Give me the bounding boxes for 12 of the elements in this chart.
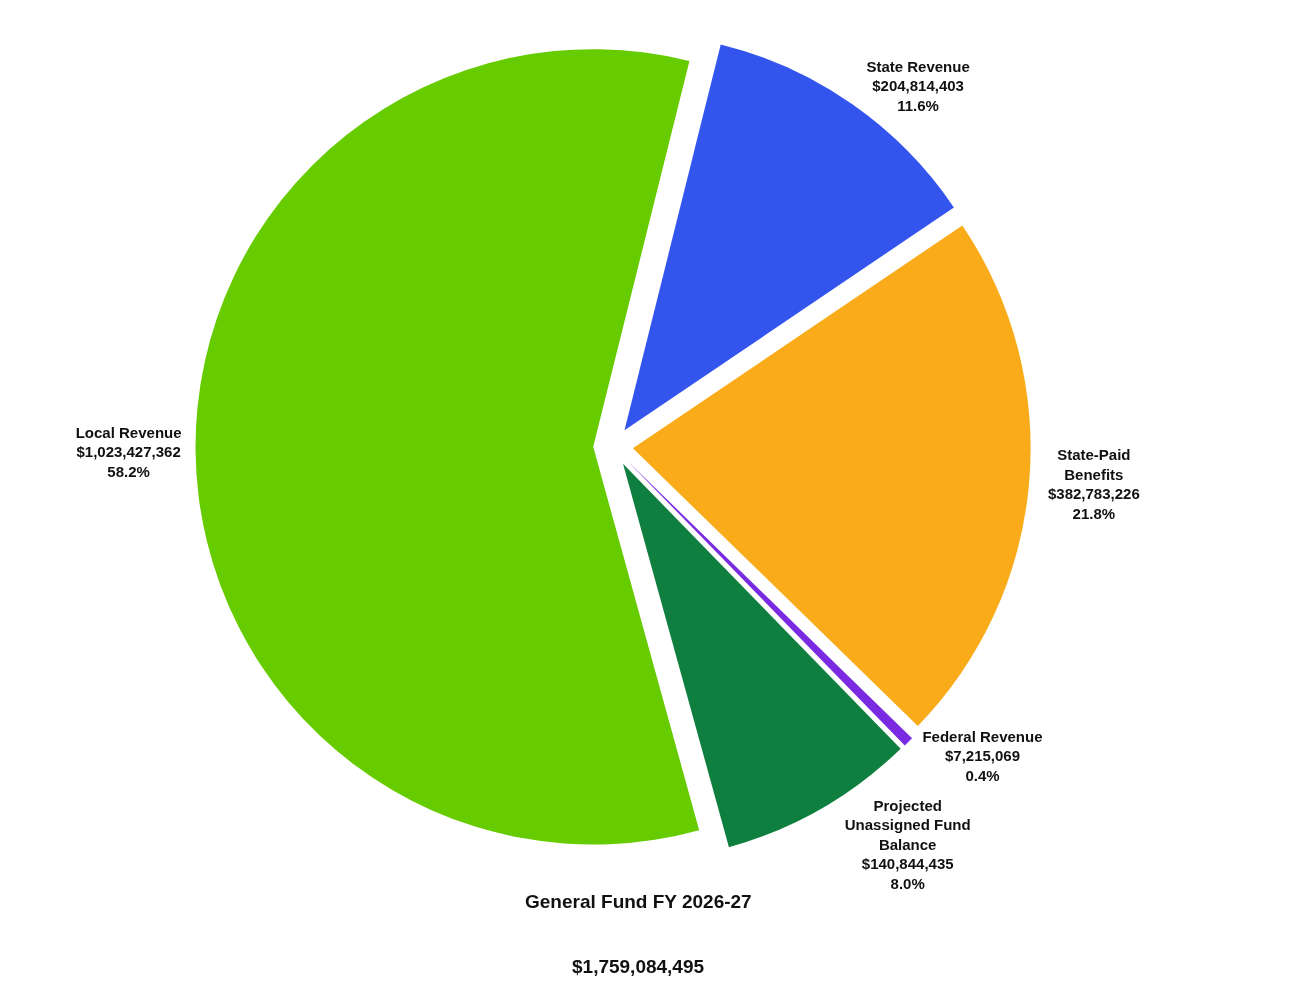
data-label: $140,844,435 8.0% [861, 855, 954, 892]
slice-label: Local Revenue [75, 423, 182, 441]
text: General Fund FY 2026-27 [525, 891, 752, 912]
slice-label: Federal Revenue [922, 727, 1043, 745]
data-label: $382,783,226 21.8% [1047, 485, 1140, 522]
slice-label: Projected Unassigned Fund Balance [844, 796, 971, 853]
slice-label: State-Paid Benefits [1057, 446, 1131, 483]
data-label: $7,215,069 0.4% [944, 747, 1021, 784]
data-label: $204,814,403 11.6% [872, 77, 964, 114]
slice-label: State Revenue [866, 57, 970, 75]
data-label: $1,023,427,362 58.2% [76, 443, 181, 480]
text: $1,759,084,495 [572, 956, 705, 977]
